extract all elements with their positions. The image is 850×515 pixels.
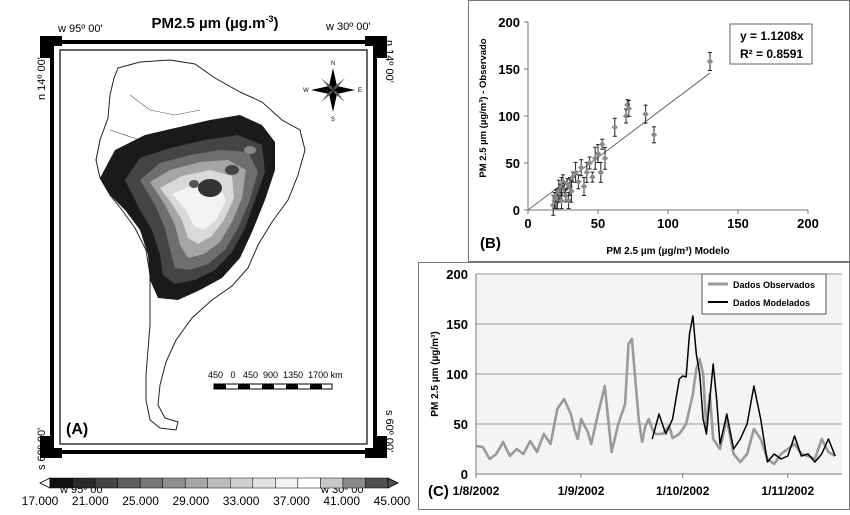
colorbar-swatch — [162, 477, 186, 489]
scatter-axes: 0 50 100 150 200 0 50 100 150 200 — [498, 15, 819, 231]
timeseries-lines — [475, 315, 836, 466]
scatter-ylabel: PM 2.5 µm (µg/m³) - Observado — [478, 38, 489, 177]
colorbar-swatch — [72, 477, 96, 489]
timeseries-y-tick-label: 0 — [461, 467, 468, 482]
scatter-point — [622, 112, 630, 120]
compass-w: W — [303, 88, 309, 94]
map-title: PM2.5 µm (µg.m-3) — [152, 14, 279, 32]
scatter-y-tick-label: 0 — [513, 203, 520, 218]
timeseries-y-tick-label: 100 — [446, 367, 468, 382]
coord-top-left-lon: w 95º 00' — [57, 23, 103, 35]
timeseries-legend: Dados Observados Dados Modelados — [701, 273, 827, 315]
colorbar-label: 25.000 — [122, 494, 159, 508]
panel-label-b: (B) — [480, 235, 501, 252]
scatter-chart: 0 50 100 150 200 0 50 100 150 200 y = 1.1208x R² … — [468, 0, 850, 262]
colorbar-label: 21.000 — [72, 494, 109, 508]
colorbar: 17.000 21.000 25.000 29.000 33.000 37.000 41.0… — [22, 477, 411, 508]
compass-s: S — [331, 117, 335, 123]
pm25-plume — [100, 115, 275, 300]
colorbar-label: 29.000 — [173, 494, 210, 508]
regression-r2: R² = 0.8591 — [740, 47, 803, 61]
timeseries-chart: 0 50 100 150 200 1/8/2002 1/9/2002 1/10/2002 1/1… — [418, 262, 850, 510]
colorbar-swatch — [94, 477, 118, 489]
timeseries-x-tick-label: 1/8/2002 — [453, 484, 500, 498]
regression-equation: y = 1.1208x — [740, 29, 804, 43]
scatter-x-tick-label: 200 — [797, 216, 819, 231]
scatter-xlabel: PM 2.5 µm (µg/m³) Modelo — [606, 246, 729, 257]
colorbar-swatch — [139, 477, 163, 489]
timeseries-x-tick-label: 1/9/2002 — [558, 484, 605, 498]
timeseries-ylabel: PM 2.5 µm (µg/m³) — [430, 331, 441, 416]
colorbar-label: 45.000 — [374, 494, 411, 508]
colorbar-label: 41.000 — [323, 494, 360, 508]
map-corner-brackets — [40, 36, 387, 458]
scatter-y-tick-label: 200 — [498, 15, 520, 30]
scale-bar — [213, 383, 333, 390]
timeseries-axes: 0 50 100 150 200 1/8/2002 1/9/2002 1/10/2002 1/1… — [446, 267, 842, 498]
compass-e: E — [358, 88, 362, 94]
scatter-x-tick-label: 0 — [524, 216, 531, 231]
scatter-x-tick-label: 150 — [727, 216, 749, 231]
coord-top-left-lat: n 14º 00' — [36, 57, 48, 100]
scatter-y-tick-label: 50 — [506, 156, 520, 171]
colorbar-arrow-left — [39, 477, 51, 489]
legend-label-modeled: Dados Modelados — [733, 298, 810, 308]
scale-bar-label: 450 0 450 900 1350 1700 km — [208, 370, 343, 380]
colorbar-swatch — [275, 477, 299, 489]
colorbar-label: 33.000 — [223, 494, 260, 508]
scatter-point — [706, 58, 714, 65]
scatter-point — [650, 131, 658, 138]
coord-top-right-lon: w 30º 00' — [325, 21, 371, 33]
colorbar-swatch — [297, 477, 321, 489]
timeseries-panel: 0 50 100 150 200 1/8/2002 1/9/2002 1/10/2002 1/1… — [418, 262, 850, 510]
timeseries-x-tick-label: 1/11/2002 — [761, 484, 814, 498]
scatter-panel: 0 50 100 150 200 0 50 100 150 200 y = 1.1208x R² … — [468, 0, 850, 262]
panel-label-a: (A) — [66, 421, 88, 438]
scatter-y-tick-label: 100 — [498, 109, 520, 124]
map-figure: PM2.5 µm (µg.m-3) w 95º 00' w 30º 00' w … — [22, 14, 411, 508]
compass-n: N — [331, 61, 335, 67]
panel-label-c: (C) — [428, 483, 449, 500]
map-panel: PM2.5 µm (µg.m-3) w 95º 00' w 30º 00' w … — [0, 0, 412, 510]
colorbar-swatch — [230, 477, 254, 489]
timeseries-y-tick-label: 150 — [446, 317, 468, 332]
colorbar-swatch — [342, 477, 366, 489]
timeseries-x-tick-label: 1/10/2002 — [656, 484, 710, 498]
scatter-x-tick-label: 100 — [657, 216, 679, 231]
timeseries-y-tick-label: 50 — [454, 417, 468, 432]
scatter-point — [566, 183, 574, 190]
timeseries-y-tick-label: 200 — [446, 267, 468, 282]
equation-box — [729, 23, 813, 65]
colorbar-swatch — [320, 477, 344, 489]
colorbar-swatch — [365, 477, 389, 489]
compass-rose-icon: N S E W — [303, 61, 362, 123]
colorbar-swatch — [252, 477, 276, 489]
colorbar-arrow-right — [387, 477, 399, 489]
colorbar-label: 17.000 — [22, 494, 59, 508]
colorbar-swatch — [184, 477, 208, 489]
colorbar-swatch — [49, 477, 73, 489]
scatter-point — [580, 183, 588, 190]
scatter-point — [594, 150, 602, 157]
colorbar-swatch — [207, 477, 231, 489]
colorbar-swatch — [117, 477, 141, 489]
scatter-y-tick-label: 150 — [498, 62, 520, 77]
scatter-point — [601, 155, 609, 162]
scatter-x-tick-label: 50 — [591, 216, 605, 231]
colorbar-label: 37.000 — [273, 494, 310, 508]
series-line-modeled — [651, 315, 836, 463]
legend-label-observed: Dados Observados — [733, 280, 815, 290]
